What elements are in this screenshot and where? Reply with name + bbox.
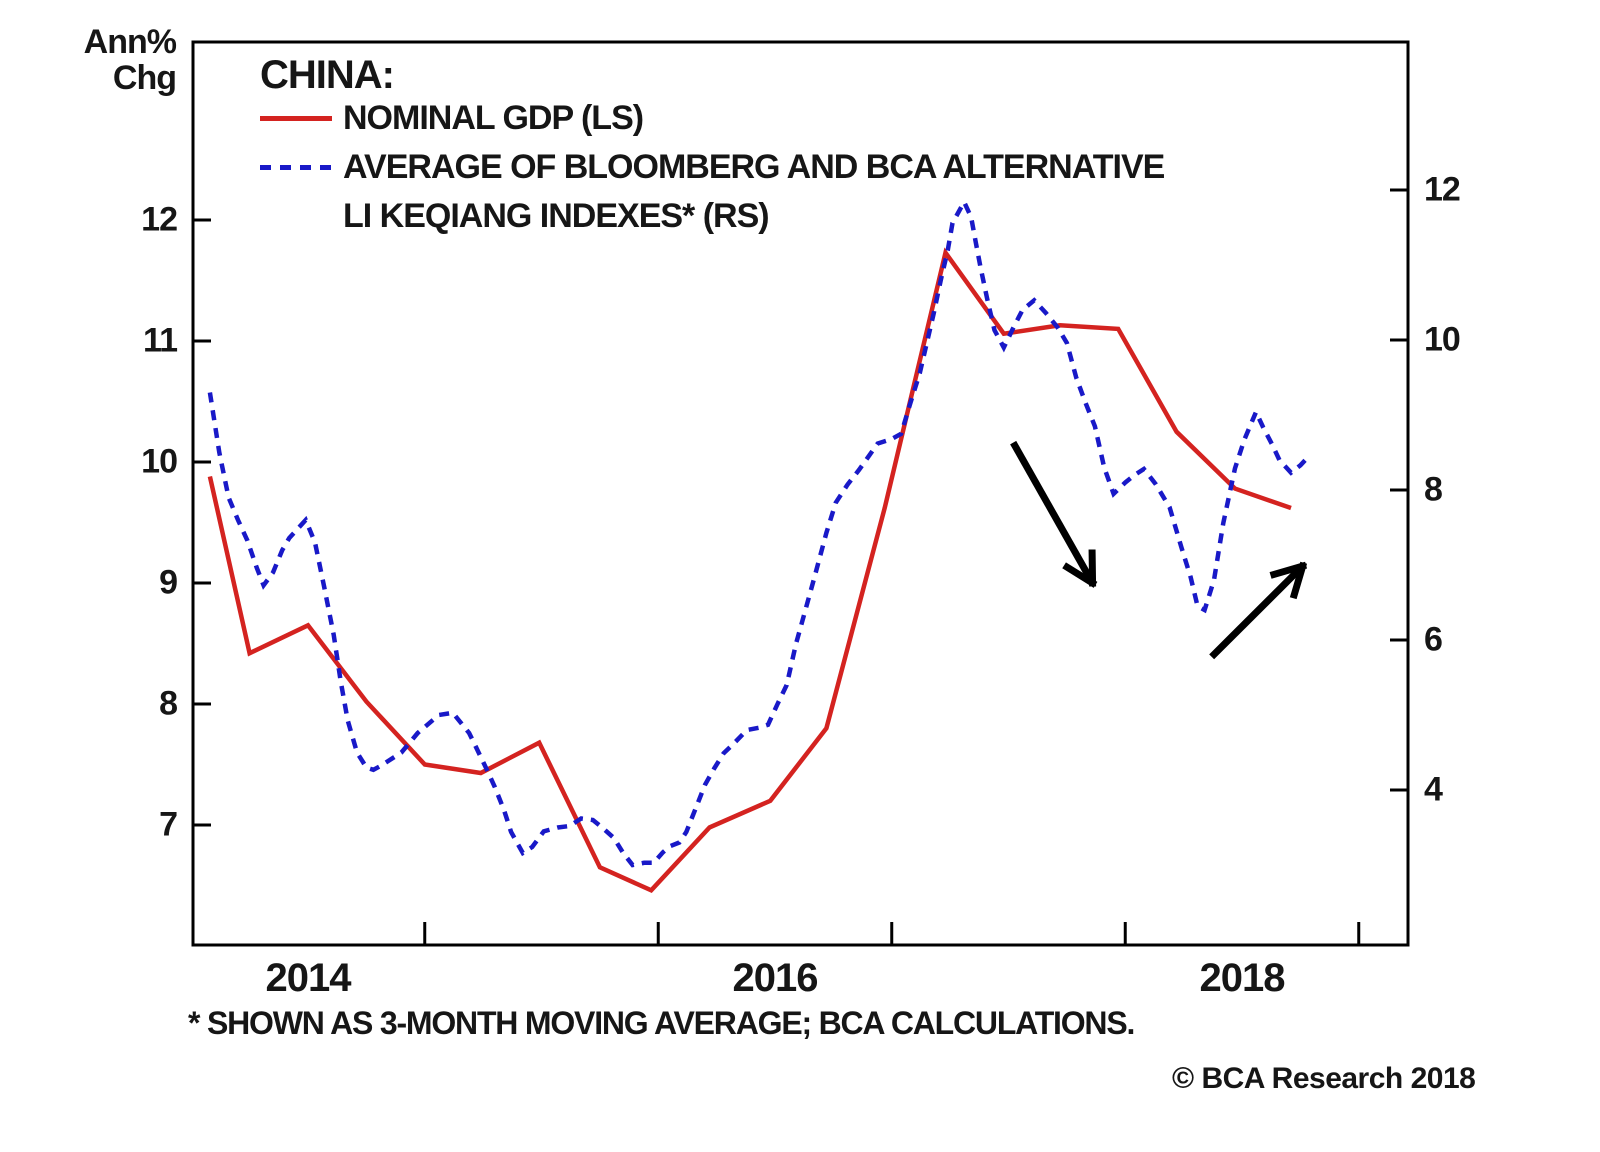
left-axis-tick-label: 12: [141, 200, 178, 239]
footnote: * SHOWN AS 3-MONTH MOVING AVERAGE; BCA C…: [188, 1005, 1135, 1041]
plot-border: [191, 40, 1410, 947]
x-axis-ticks: [423, 922, 1361, 945]
x-axis-year-label: 2016: [732, 956, 819, 1000]
legend-entry-lkq: AVERAGE OF BLOOMBERG AND BCA ALTERNATIVE: [260, 146, 1165, 195]
legend-label-gdp: NOMINAL GDP (LS): [343, 99, 644, 137]
red-solid-line-swatch: [260, 116, 332, 121]
left-axis-ticks: [193, 218, 211, 827]
li-keqiang-index-line: [207, 197, 1310, 868]
left-axis-unit-line1: Ann%: [83, 23, 177, 61]
copyright: © BCA Research 2018: [1172, 1062, 1476, 1095]
left-axis-unit-label: Ann% Chg: [40, 23, 177, 97]
right-axis-tick-label: 4: [1424, 770, 1443, 809]
x-axis-year-label: 2018: [1199, 956, 1286, 1000]
legend-title: CHINA:: [260, 53, 395, 97]
blue-dashed-line-swatch: [260, 165, 332, 170]
left-axis-tick-label: 10: [141, 442, 178, 481]
right-axis-tick-label: 10: [1424, 320, 1461, 359]
down-arrow: [1010, 440, 1098, 588]
left-axis-unit-line2: Chg: [112, 59, 177, 97]
up-arrow: [1209, 561, 1308, 660]
right-axis-ticks: [1390, 188, 1408, 792]
legend-label-lkq-line2: LI KEQIANG INDEXES* (RS): [343, 197, 770, 235]
right-axis-tick-label: 12: [1424, 170, 1461, 209]
left-axis-tick-label: 7: [159, 805, 178, 844]
left-axis-tick-label: 9: [159, 563, 178, 602]
legend-entry-gdp: NOMINAL GDP (LS): [260, 97, 1164, 146]
legend: CHINA: NOMINAL GDP (LS) AVERAGE OF BLOOM…: [260, 53, 1165, 244]
left-axis-tick-label: 8: [159, 684, 178, 723]
x-axis-year-label: 2014: [265, 956, 352, 1000]
annotation-arrows: [1010, 440, 1308, 660]
legend-label-lkq-line1: AVERAGE OF BLOOMBERG AND BCA ALTERNATIVE: [343, 148, 1165, 186]
legend-entry-lkq-line2: LI KEQIANG INDEXES* (RS): [260, 195, 1164, 244]
right-axis-tick-label: 6: [1424, 620, 1443, 659]
right-axis-tick-label: 8: [1424, 470, 1443, 509]
left-axis-tick-label: 11: [143, 321, 178, 360]
nominal-gdp-line: [207, 247, 1292, 894]
